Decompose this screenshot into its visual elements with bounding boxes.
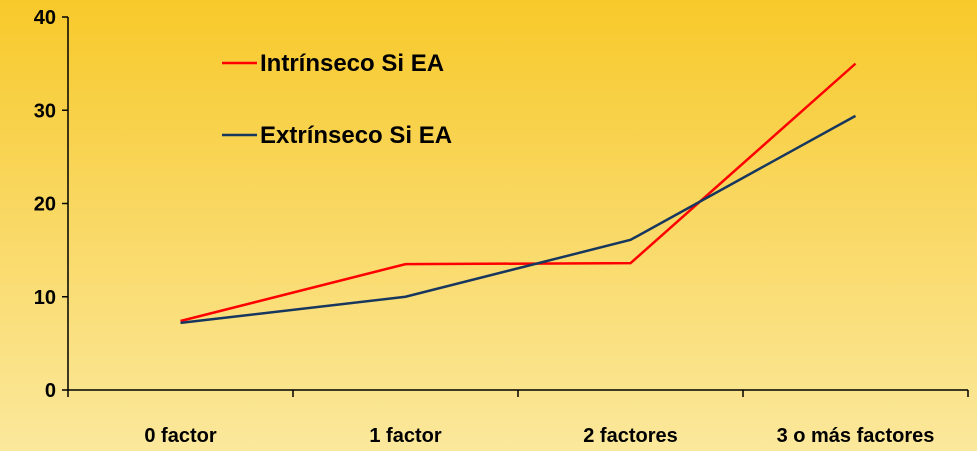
axes xyxy=(67,17,968,391)
y-tick-label: 0 xyxy=(45,380,56,402)
y-tick-label: 10 xyxy=(34,287,56,309)
x-tick-label: 1 factor xyxy=(369,425,441,447)
legend: Intrínseco Si EA Extrínseco Si EA xyxy=(222,50,452,149)
y-tick-label: 30 xyxy=(34,100,56,122)
series-lines xyxy=(180,62,857,325)
y-tick-label: 40 xyxy=(34,7,56,29)
x-ticks: 0 factor 1 factor 2 factores 3 o más factor… xyxy=(67,390,969,447)
series-line-intrinseco xyxy=(180,62,857,323)
x-tick-label: 0 factor xyxy=(144,425,216,447)
x-tick-label: 3 o más factores xyxy=(777,425,935,447)
series-line-extrinseco xyxy=(180,114,857,325)
x-tick-label: 2 factores xyxy=(583,425,678,447)
legend-label: Intrínseco Si EA xyxy=(260,50,444,77)
y-ticks: 0 10 20 30 40 xyxy=(34,7,68,402)
legend-label: Extrínseco Si EA xyxy=(260,122,452,149)
y-tick-label: 20 xyxy=(34,194,56,216)
